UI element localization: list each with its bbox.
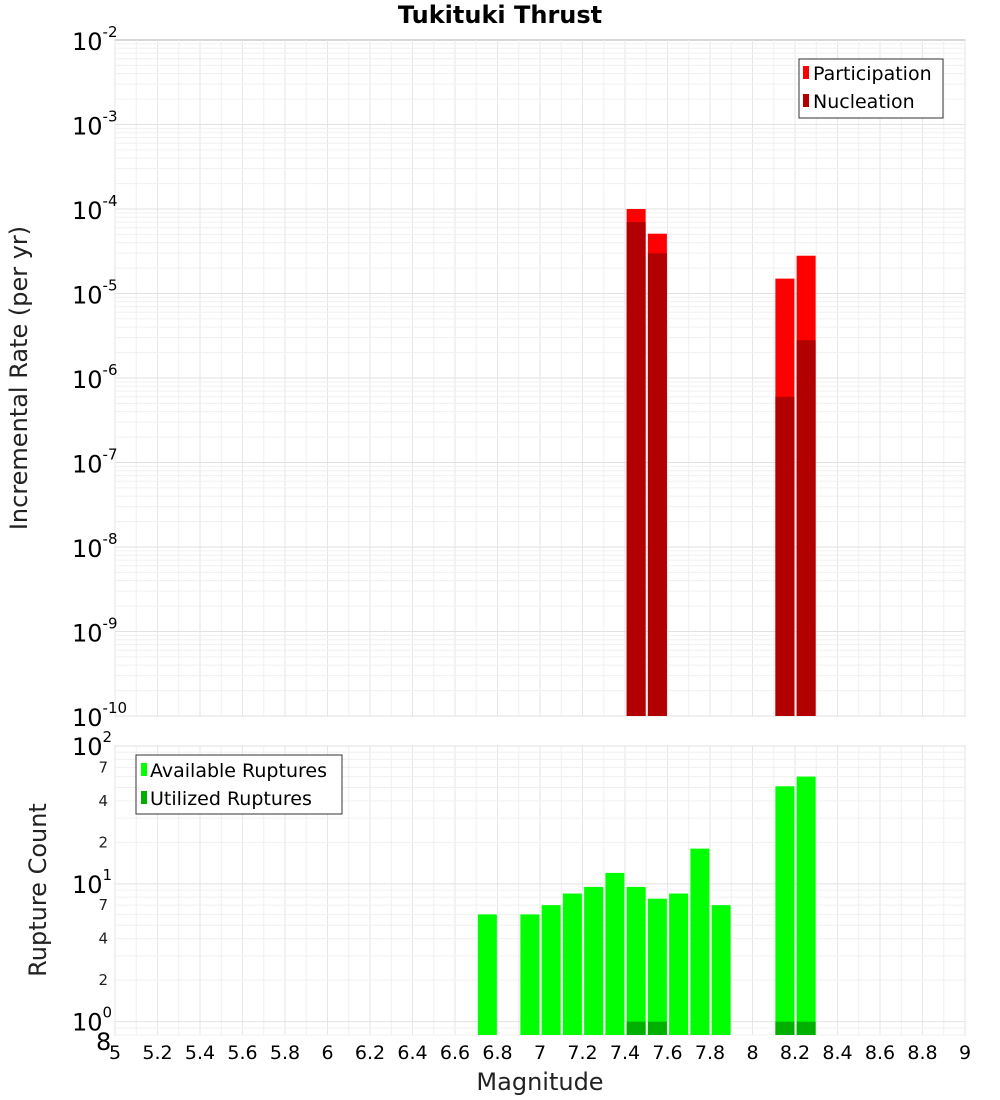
- utilized-ruptures-legend-label: Utilized Ruptures: [150, 788, 312, 810]
- x-tick-label: 9: [959, 1042, 971, 1064]
- x-tick-label: 6.4: [397, 1042, 427, 1064]
- participation-legend-swatch: [803, 66, 809, 79]
- count-y-tick-label: 7: [98, 896, 108, 914]
- available-ruptures-bar: [520, 914, 540, 1035]
- x-tick-label: 5.4: [185, 1042, 215, 1064]
- rate-legend: Participation Nucleation: [798, 58, 944, 119]
- x-tick-label: 7.4: [610, 1042, 640, 1064]
- available-ruptures-bar: [605, 872, 625, 1035]
- rate-y-tick-label: 10-7: [72, 446, 118, 479]
- x-tick-label: 8.6: [865, 1042, 895, 1064]
- count-legend-box: [135, 754, 343, 815]
- available-ruptures-bar: [796, 776, 816, 1035]
- x-tick-label: 5: [109, 1042, 121, 1064]
- rate-y-axis-label: Incremental Rate (per yr): [5, 226, 33, 530]
- available-ruptures-bar: [711, 905, 731, 1035]
- utilized-ruptures-legend-swatch: [141, 791, 147, 804]
- x-tick-label: 5.2: [142, 1042, 172, 1064]
- available-ruptures-legend-label: Available Ruptures: [150, 760, 327, 782]
- count-y-tick-label: 4: [98, 792, 108, 810]
- available-ruptures-bar: [690, 848, 710, 1035]
- rate-y-tick-label: 10-5: [72, 277, 118, 310]
- available-ruptures-bar: [647, 898, 667, 1035]
- x-tick-label: 6.6: [440, 1042, 470, 1064]
- count-grid: [114, 745, 966, 1036]
- count-legend: Available Ruptures Utilized Ruptures: [135, 754, 343, 815]
- magnitude-tick-labels: 5 5.2 5.4 5.6 5.8 6 6.2 6.4 6.6 6.8 7 7.2 7.4 7.6 7.8 8…: [109, 1042, 971, 1064]
- available-ruptures-legend-swatch: [141, 763, 147, 776]
- x-tick-label: 6.8: [482, 1042, 512, 1064]
- rate-panel: 10-2 10-3 10-4 10-5 10-6 10-7 10-8 10-9 10-10 In…: [5, 23, 966, 732]
- count-y-tick-label: 4: [98, 930, 108, 948]
- rate-y-tick-labels: 10-2 10-3 10-4 10-5 10-6 10-7 10-8 10-9 10-10: [72, 23, 127, 732]
- x-tick-label: 5.6: [227, 1042, 257, 1064]
- x-tick-label: 7.6: [652, 1042, 682, 1064]
- rate-y-tick-label: 10-3: [72, 108, 118, 141]
- nucleation-legend-label: Nucleation: [813, 91, 915, 113]
- rate-y-tick-label: 10-8: [72, 530, 118, 563]
- count-y-tick-label: 101: [72, 866, 112, 899]
- rate-y-tick-label: 10-6: [72, 361, 118, 394]
- utilized-ruptures-bar: [647, 1021, 667, 1035]
- rate-y-tick-label: 10-2: [72, 23, 118, 56]
- nucleation-bar: [796, 340, 816, 716]
- nucleation-bar: [626, 222, 646, 716]
- available-ruptures-bar: [626, 886, 646, 1035]
- x-tick-label: 7.8: [695, 1042, 725, 1064]
- available-ruptures-bar: [775, 786, 795, 1035]
- x-axis-label: Magnitude: [476, 1068, 603, 1096]
- count-y-axis-label: Rupture Count: [24, 803, 52, 977]
- x-tick-label: 6: [321, 1042, 333, 1064]
- count-y-tick-label: 100: [72, 1004, 112, 1037]
- available-ruptures-bar: [669, 893, 689, 1035]
- x-tick-label: 7: [534, 1042, 546, 1064]
- nucleation-bar: [775, 396, 795, 716]
- available-ruptures-bar: [584, 886, 604, 1035]
- x-tick-label: 6.2: [355, 1042, 385, 1064]
- x-tick-label: 7.2: [567, 1042, 597, 1064]
- x-tick-label: 8.4: [822, 1042, 852, 1064]
- x-tick-label: 8.8: [907, 1042, 937, 1064]
- count-y-tick-label: 8: [96, 1028, 111, 1056]
- rate-y-tick-label: 10-4: [72, 192, 118, 225]
- nucleation-legend-swatch: [803, 94, 809, 107]
- count-y-tick-label: 102: [72, 728, 112, 761]
- available-ruptures-bar: [541, 905, 561, 1035]
- rate-grid: [114, 40, 966, 717]
- rate-y-tick-label: 10-10: [72, 699, 127, 732]
- utilized-ruptures-bar: [796, 1021, 816, 1035]
- nucleation-bar: [647, 253, 667, 716]
- rate-bars: [626, 209, 816, 716]
- chart-title: Tukituki Thrust: [398, 1, 602, 29]
- utilized-ruptures-bar: [626, 1021, 646, 1035]
- count-bars: [477, 776, 816, 1035]
- count-y-tick-label: 2: [98, 971, 108, 989]
- x-tick-label: 5.8: [270, 1042, 300, 1064]
- x-tick-label: 8.2: [780, 1042, 810, 1064]
- count-y-tick-label: 7: [98, 758, 108, 776]
- x-tick-label: 8: [746, 1042, 758, 1064]
- available-ruptures-bar: [562, 893, 582, 1035]
- count-y-tick-label: 2: [98, 833, 108, 851]
- available-ruptures-bar: [477, 914, 497, 1035]
- rate-y-tick-label: 10-9: [72, 615, 118, 648]
- participation-legend-label: Participation: [813, 63, 932, 85]
- utilized-ruptures-bar: [775, 1021, 795, 1035]
- rate-legend-box: [798, 58, 944, 119]
